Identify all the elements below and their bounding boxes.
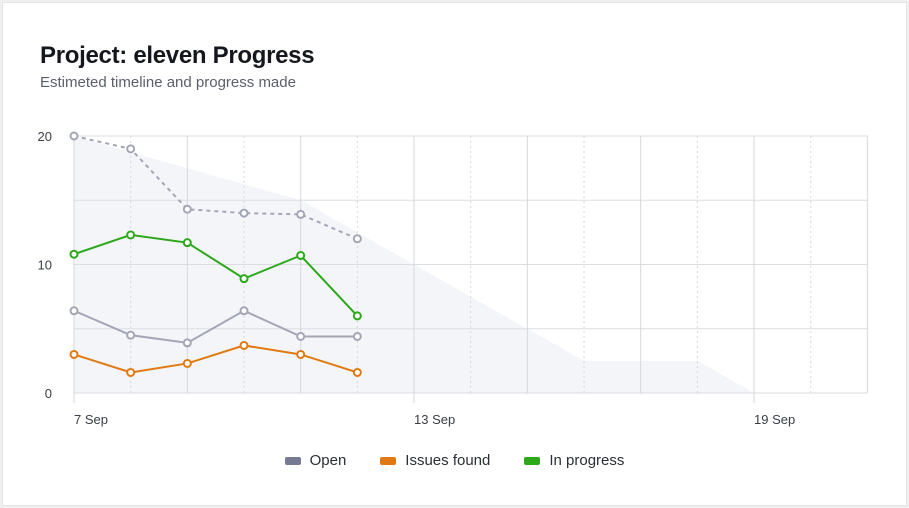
- data-point: [352, 311, 362, 321]
- data-point: [182, 238, 192, 248]
- data-point: [182, 204, 192, 214]
- data-point: [296, 331, 306, 341]
- legend-label: In progress: [549, 452, 625, 469]
- data-point: [239, 306, 249, 316]
- y-tick-label: 10: [38, 258, 52, 273]
- series-line-issues-found: [73, 344, 358, 374]
- data-point: [126, 144, 136, 154]
- data-point: [239, 340, 249, 350]
- series-line-in-progress: [73, 233, 359, 317]
- data-point: [126, 230, 136, 240]
- data-point: [239, 274, 249, 284]
- data-point: [296, 349, 306, 359]
- data-point: [69, 306, 79, 316]
- data-point: [239, 208, 249, 218]
- y-tick-label: 0: [45, 386, 52, 401]
- legend-label: Issues found: [405, 452, 491, 469]
- legend-item-open[interactable]: Open: [284, 452, 347, 469]
- page-title: Project: eleven Progress: [40, 42, 315, 69]
- data-point: [182, 338, 192, 348]
- y-tick-label: 20: [38, 129, 52, 144]
- data-point: [182, 358, 192, 368]
- data-point: [126, 367, 136, 377]
- data-point: [352, 367, 362, 377]
- data-point: [296, 209, 306, 219]
- data-point: [352, 331, 362, 341]
- legend-swatch: [380, 456, 397, 465]
- legend-swatch: [524, 456, 541, 465]
- legend-item-issues-found[interactable]: Issues found: [380, 452, 490, 469]
- legend: Open Issues found In progress: [0, 452, 909, 469]
- x-tick-label: 7 Sep: [74, 412, 108, 427]
- data-point: [69, 131, 79, 141]
- legend-item-in-progress[interactable]: In progress: [524, 452, 624, 469]
- x-tick-label: 19 Sep: [754, 412, 795, 427]
- series-line-open: [73, 309, 358, 344]
- legend-swatch: [284, 456, 301, 465]
- page-subtitle: Estimeted timeline and progress made: [40, 74, 296, 91]
- series-line-estimate: [73, 135, 358, 240]
- legend-label: Open: [309, 452, 347, 469]
- x-tick-label: 13 Sep: [414, 412, 455, 427]
- data-point: [69, 349, 79, 359]
- data-point: [352, 234, 362, 244]
- data-point: [69, 249, 79, 259]
- data-point: [296, 251, 306, 261]
- data-point: [126, 330, 136, 340]
